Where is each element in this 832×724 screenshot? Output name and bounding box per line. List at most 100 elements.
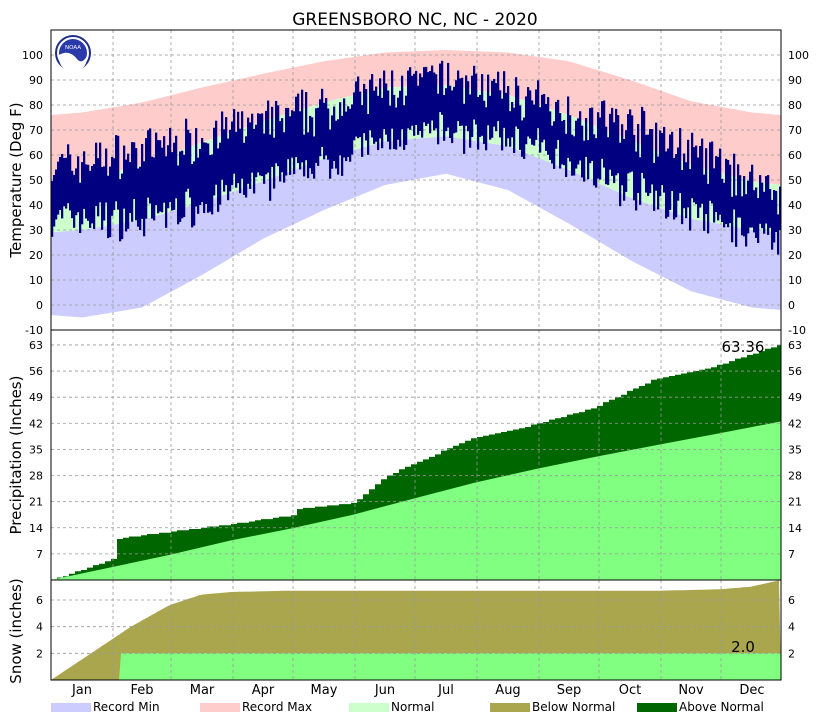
observed-temp-bar — [669, 134, 672, 210]
observed-temp-bar — [275, 100, 278, 164]
observed-temp-bar — [313, 136, 316, 179]
y-tick-label-right: 100 — [788, 49, 809, 62]
observed-temp-bar — [733, 153, 736, 210]
observed-temp-bar — [549, 111, 552, 160]
observed-temp-bar — [267, 100, 270, 173]
observed-temp-bar — [529, 90, 532, 139]
observed-temp-bar — [509, 111, 512, 147]
observed-temp-bar — [495, 83, 498, 132]
observed-temp-bar — [289, 116, 292, 175]
observed-temp-bar — [237, 111, 240, 184]
noaa-logo: NOAA — [55, 35, 91, 72]
month-label: Feb — [130, 683, 153, 698]
observed-temp-bar — [581, 125, 584, 178]
month-label: Jun — [374, 683, 395, 698]
observed-temp-bar — [241, 111, 244, 179]
observed-temp-bar — [601, 101, 604, 159]
observed-temp-bar — [485, 107, 488, 151]
observed-temp-bar — [487, 74, 490, 126]
observed-temp-bar — [281, 118, 284, 173]
observed-temp-bar — [625, 130, 628, 192]
y-tick-label-right: 50 — [788, 174, 802, 187]
observed-temp-bar — [165, 156, 168, 228]
observed-temp-bar — [647, 134, 650, 196]
legend-swatch — [490, 703, 530, 712]
observed-temp-bar — [395, 107, 398, 150]
observed-temp-bar — [491, 80, 494, 138]
observed-temp-bar — [751, 164, 754, 228]
legend-label: Above Normal — [679, 700, 764, 714]
observed-temp-bar — [315, 108, 318, 163]
observed-temp-bar — [255, 124, 258, 178]
observed-temp-bar — [69, 154, 72, 211]
observed-temp-bar — [333, 106, 336, 161]
observed-temp-bar — [759, 175, 762, 224]
observed-temp-bar — [433, 72, 436, 131]
observed-temp-bar — [113, 158, 116, 210]
y-tick-label-left: 20 — [29, 249, 43, 262]
observed-temp-bar — [565, 133, 568, 177]
observed-temp-bar — [689, 169, 692, 231]
observed-temp-bar — [331, 115, 334, 169]
y-tick-label-left: 50 — [29, 174, 43, 187]
observed-temp-bar — [639, 157, 642, 205]
observed-temp-bar — [453, 86, 456, 134]
precipitation-total-label: 63.36 — [722, 338, 765, 356]
observed-temp-bar — [141, 144, 144, 219]
observed-temp-bar — [583, 140, 586, 182]
observed-temp-bar — [519, 105, 522, 150]
observed-temp-bar — [679, 128, 682, 194]
observed-temp-bar — [431, 65, 434, 121]
observed-temp-bar — [353, 92, 356, 141]
observed-temp-bar — [319, 99, 322, 157]
chart-title: GREENSBORO NC, NC - 2020 — [292, 10, 538, 30]
observed-temp-bar — [557, 99, 560, 140]
observed-temp-bar — [551, 125, 554, 164]
observed-temp-bar — [685, 162, 688, 219]
y-tick-label-left: 42 — [29, 417, 43, 430]
observed-temp-bar — [381, 97, 384, 149]
legend-swatch — [637, 703, 677, 712]
observed-temp-bar — [399, 90, 402, 147]
y-tick-label-right: 28 — [788, 470, 802, 483]
observed-temp-bar — [307, 132, 310, 179]
observed-temp-bar — [595, 138, 598, 188]
observed-temp-bar — [631, 115, 634, 172]
observed-temp-bar — [397, 97, 400, 140]
observed-temp-bar — [477, 97, 480, 150]
y-tick-label-left: 70 — [29, 124, 43, 137]
observed-temp-bar — [55, 169, 58, 220]
observed-temp-bar — [371, 74, 374, 138]
observed-temp-bar — [667, 148, 670, 217]
observed-temp-bar — [683, 153, 686, 209]
observed-temp-bar — [57, 161, 60, 215]
observed-temp-bar — [627, 114, 630, 174]
y-tick-label-left: 49 — [29, 391, 43, 404]
observed-temp-bar — [585, 118, 588, 157]
observed-temp-bar — [115, 135, 118, 202]
observed-temp-bar — [621, 124, 624, 186]
observed-temp-bar — [437, 93, 440, 145]
observed-temp-bar — [435, 74, 438, 129]
observed-temp-bar — [303, 134, 306, 177]
observed-temp-bar — [535, 89, 538, 140]
observed-temp-bar — [559, 113, 562, 169]
observed-temp-bar — [741, 196, 744, 236]
observed-temp-bar — [129, 162, 132, 214]
observed-temp-bar — [159, 140, 162, 212]
observed-temp-bar — [653, 162, 656, 211]
observed-temp-bar — [659, 130, 662, 197]
observed-temp-bar — [761, 182, 764, 229]
observed-temp-bar — [277, 105, 280, 167]
month-label: Nov — [678, 683, 704, 698]
observed-temp-bar — [265, 110, 268, 175]
observed-temp-bar — [677, 147, 680, 201]
observed-temp-bar — [283, 132, 286, 183]
observed-temp-bar — [641, 106, 644, 173]
observed-temp-bar — [189, 133, 192, 198]
y-axis-label: Temperature (Deg F) — [7, 102, 25, 258]
observed-temp-bar — [697, 157, 700, 218]
y-tick-label-right: 70 — [788, 124, 802, 137]
observed-temp-bar — [119, 179, 122, 242]
observed-temp-bar — [415, 70, 418, 125]
